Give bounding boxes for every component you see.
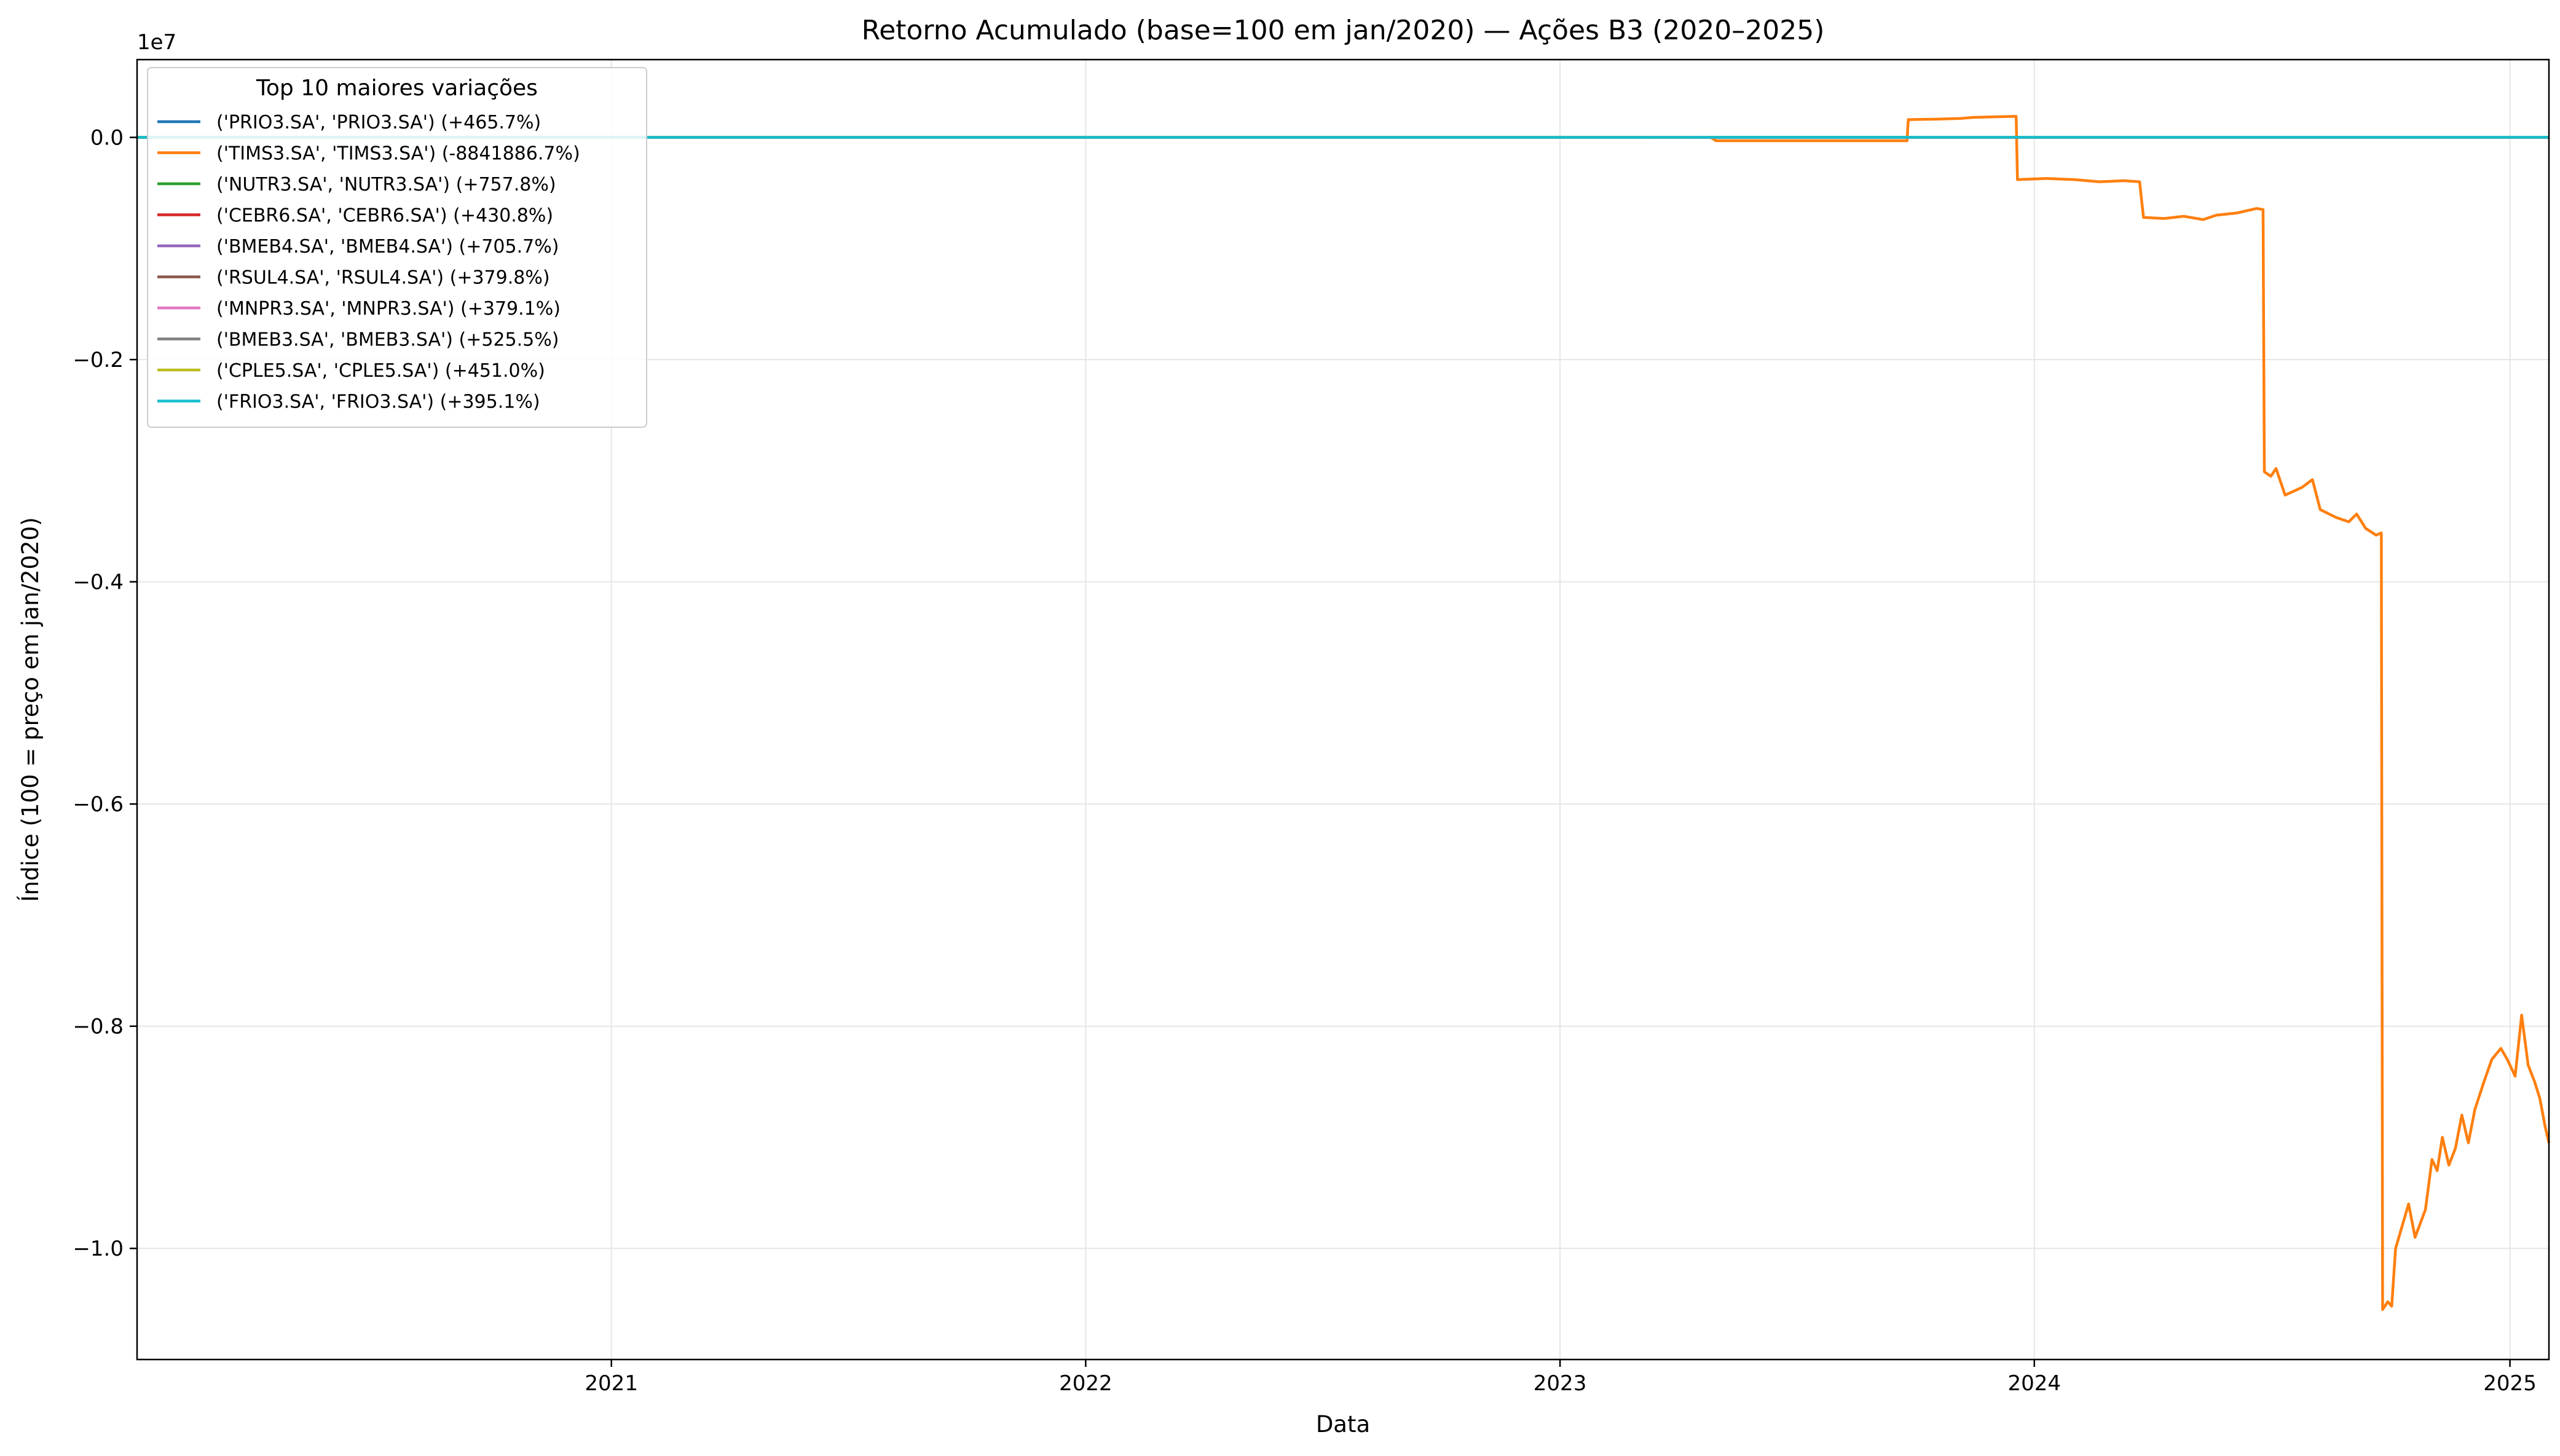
- y-tick-label: 0.0: [90, 126, 124, 151]
- y-tick-label: −0.6: [73, 792, 124, 817]
- series-line: [137, 114, 2551, 1311]
- axis-ticks: 2021 2022 2023 2024 2025 0.0 −0.2 −0.4 −0.6 −0.8 −…: [73, 126, 2536, 1396]
- legend-title: Top 10 maiores variações: [256, 76, 538, 101]
- plot-frame: [136, 58, 2550, 1361]
- x-tick-label: 2025: [2483, 1371, 2537, 1396]
- y-axis-offset-label: 1e7: [137, 30, 176, 55]
- y-tick-label: −1.0: [73, 1237, 124, 1261]
- legend-label: ('CPLE5.SA', 'CPLE5.SA') (+451.0%): [216, 360, 545, 382]
- legend: Top 10 maiores variações ('PRIO3.SA', 'P…: [147, 67, 647, 428]
- chart-title: Retorno Acumulado (base=100 em jan/2020)…: [862, 15, 1825, 46]
- legend-label: ('BMEB3.SA', 'BMEB3.SA') (+525.5%): [216, 329, 559, 351]
- y-tick-label: −0.4: [73, 570, 124, 595]
- x-tick-label: 2023: [1534, 1371, 1587, 1396]
- legend-label: ('MNPR3.SA', 'MNPR3.SA') (+379.1%): [216, 298, 561, 320]
- y-tick-label: −0.8: [73, 1015, 124, 1039]
- legend-label: ('PRIO3.SA', 'PRIO3.SA') (+465.7%): [216, 112, 541, 133]
- x-tick-label: 2024: [2008, 1371, 2062, 1396]
- x-axis-label: Data: [1316, 1411, 1370, 1438]
- legend-label: ('CEBR6.SA', 'CEBR6.SA') (+430.8%): [216, 205, 553, 227]
- x-tick-label: 2021: [585, 1371, 638, 1396]
- legend-entries: ('PRIO3.SA', 'PRIO3.SA') (+465.7%) ('TIMS…: [157, 112, 580, 413]
- legend-label: ('TIMS3.SA', 'TIMS3.SA') (-8841886.7%): [216, 143, 580, 165]
- legend-label: ('FRIO3.SA', 'FRIO3.SA') (+395.1%): [216, 392, 540, 413]
- x-tick-label: 2022: [1059, 1371, 1113, 1396]
- legend-label: ('BMEB4.SA', 'BMEB4.SA') (+705.7%): [216, 236, 559, 258]
- y-tick-label: −0.2: [73, 348, 124, 372]
- legend-label: ('RSUL4.SA', 'RSUL4.SA') (+379.8%): [216, 267, 550, 289]
- legend-label: ('NUTR3.SA', 'NUTR3.SA') (+757.8%): [216, 174, 556, 195]
- y-axis-label: Índice (100 = preço em jan/2020): [17, 517, 44, 902]
- legend-box: [147, 67, 647, 428]
- grid: [137, 60, 2549, 1360]
